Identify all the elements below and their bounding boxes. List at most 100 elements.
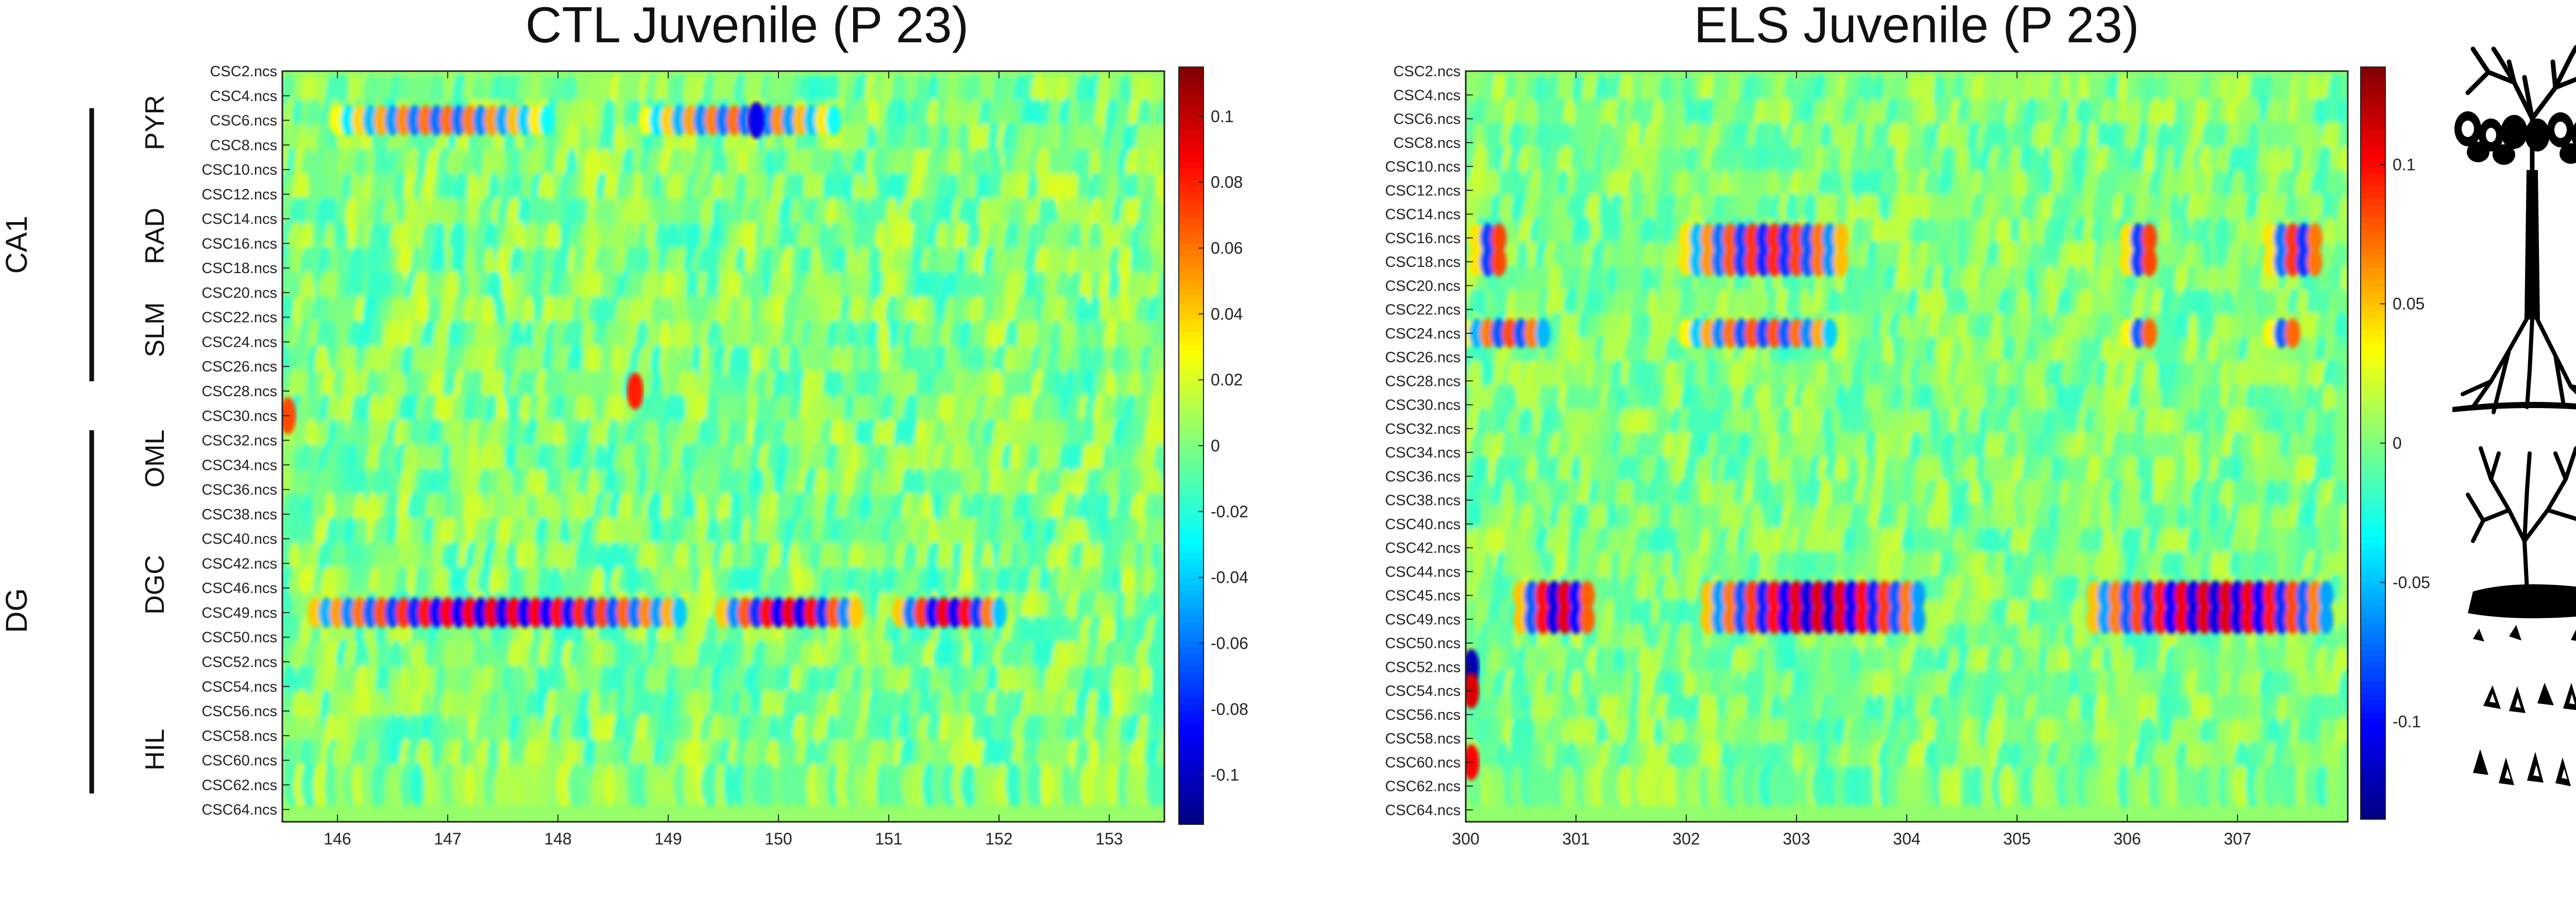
colorbar-swatch [1179,446,1204,452]
channel-tick-label: CSC62.ncs [201,777,277,793]
colorbar-swatch [1179,547,1204,553]
colorbar-swatch [1179,685,1204,692]
colorbar-swatch [1179,774,1204,781]
colorbar-swatch [1179,439,1204,446]
colorbar-swatch [1179,281,1204,289]
colorbar-swatch [1179,168,1204,175]
colorbar-swatch [1179,717,1204,724]
oscillation-mark [451,105,467,136]
colorbar-swatch [1179,666,1204,673]
colorbar-swatch [1179,136,1204,143]
colorbar-swatch [1179,212,1204,219]
colorbar-swatch [1179,237,1204,244]
time-tick-label: 149 [654,830,682,848]
colorbar-swatch [1179,288,1204,295]
colorbar-swatch [1179,635,1204,642]
oscillation-mark [649,105,665,136]
colorbar-swatch [1179,92,1204,99]
colorbar-swatch [1179,578,1204,585]
oscillation-mark [396,597,412,628]
channel-tick-label: CSC42.ncs [201,555,277,572]
colorbar-swatch [1179,648,1204,654]
oscillation-mark [374,105,389,136]
ripple-mark [853,763,867,807]
ripple-mark [701,763,719,807]
oscillation-mark [903,597,919,628]
time-tick-label: 150 [765,830,792,848]
colorbar-swatch [1179,780,1204,787]
oscillation-mark [925,597,941,628]
oscillation-mark [462,597,478,628]
colorbar-swatch [1179,811,1204,819]
colorbar-tick-label: 0.1 [1211,107,1233,126]
colorbar-swatch [1179,414,1204,421]
colorbar-swatch [1179,338,1204,345]
colorbar-swatch [1179,483,1204,491]
oscillation-mark [594,597,610,628]
channel-tick-label: CSC28.ncs [201,383,277,400]
oscillation-mark [749,597,765,628]
colorbar-swatch [1179,515,1204,522]
colorbar-swatch [1179,464,1204,471]
chart-els-juvenile: ELS Juvenile (P 23) CSC2.ncsCSC4.ncsCSC6… [1385,0,2430,848]
channel-tick-label: CSC4.ncs [210,88,277,105]
ripple-mark [510,763,527,807]
ripple-mark [581,763,593,807]
oscillation-mark [385,105,400,136]
oscillation-mark [506,105,522,136]
channel-tick-label: CSC50.ncs [201,630,277,646]
ripple-mark [313,763,328,807]
oscillation-mark [804,597,820,628]
colorbar-swatch [1179,388,1204,396]
channel-tick-label: CSC46.ncs [201,580,277,597]
oscillation-mark [396,105,412,136]
channel-tick-label: CSC60.ncs [201,753,277,769]
colorbar-swatch [1179,736,1204,743]
colorbar-tick-label: 0 [1211,436,1220,455]
channel-tick-label: CSC2.ncs [210,63,277,80]
oscillation-mark [792,597,808,628]
oscillation-mark [638,105,654,136]
colorbar-swatch [1179,559,1204,566]
ripple-mark [423,763,436,807]
colorbar-tick-label: 0.02 [1211,370,1243,389]
colorbar-swatch [1179,799,1204,806]
ripple-mark [537,763,552,807]
hotspot-mark [626,373,643,410]
ripple-mark [911,763,927,807]
oscillation-mark [429,105,445,136]
channel-tick-label: CSC49.ncs [201,605,277,621]
colorbar-tick-label: 0.04 [1211,305,1243,323]
channel-tick-label: CSC52.ncs [201,654,277,671]
colorbar-swatch [1179,174,1204,181]
colorbar-swatch [1179,376,1204,383]
channel-tick-label: CSC32.ncs [201,433,277,449]
colorbar-swatch [1179,767,1204,774]
colorbar-swatch [1179,603,1204,611]
ripple-mark [1040,763,1054,807]
colorbar-swatch [1179,489,1204,497]
ripple-mark [760,763,777,807]
oscillation-mark [517,597,533,628]
colorbar-swatch [1179,622,1204,629]
colorbar-swatch [1179,161,1204,168]
oscillation-mark [561,597,577,628]
oscillation-bands [308,105,1007,628]
colorbar-swatch [1179,755,1204,762]
ripple-mark [723,763,737,807]
colorbar-swatch [1179,244,1204,250]
ripple-mark [300,763,317,807]
time-tick-label: 152 [985,830,1012,848]
channel-tick-label: CSC18.ncs [201,260,277,277]
colorbar-swatch [1179,433,1204,440]
hotspot-mark [748,102,765,139]
oscillation-mark [539,597,555,628]
oscillation-mark [418,105,434,136]
colorbar-swatch [1179,269,1204,276]
oscillation-mark [406,597,422,628]
oscillation-mark [330,105,345,136]
oscillation-mark [484,105,500,136]
ripple-mark [370,763,385,807]
colorbar-swatch [1179,786,1204,793]
colorbar-swatch [1179,496,1204,503]
